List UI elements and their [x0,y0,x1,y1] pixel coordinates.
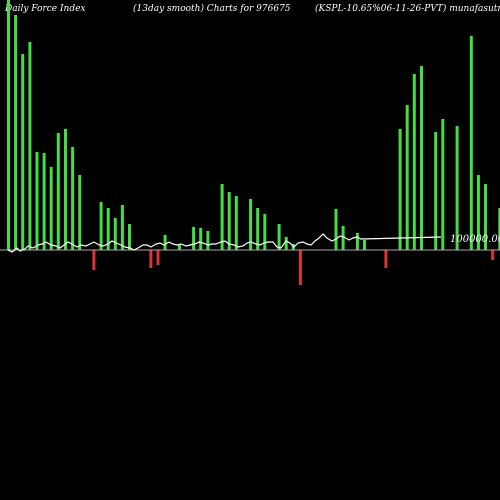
bar-positive [334,209,338,250]
bar-positive [78,175,82,250]
bar-negative [92,250,96,270]
bar-positive [64,129,67,250]
bar-positive [128,224,131,250]
bar-positive [71,147,75,250]
bar-positive [498,208,500,250]
bar-negative [384,250,388,268]
bar-positive [227,192,231,250]
bar-positive [120,205,124,250]
bar-positive [56,133,60,250]
header-center: (13day smooth) Charts for 976675 [133,3,291,14]
bar-positive [434,132,438,250]
bar-positive [420,66,423,250]
bar-positive [277,224,281,250]
bar-positive [163,235,167,250]
baseline-value-label: 100000.00 [450,234,500,245]
bar-positive [398,129,402,250]
bar-positive [177,245,181,250]
bar-positive [341,226,345,250]
bar-positive [106,208,110,250]
bar-negative [149,250,153,268]
bar-positive [256,208,260,250]
bar-positive [199,228,203,250]
bar-positive [35,152,39,250]
bar-positive [7,0,10,250]
bar-positive [192,227,196,250]
bar-positive [42,153,46,250]
bar-positive [405,105,409,250]
bar-series [7,0,500,285]
bar-positive [476,175,480,250]
bar-positive [234,196,238,250]
bar-positive [21,54,25,250]
bar-positive [484,184,487,250]
bar-positive [355,233,359,250]
smooth-line [7,233,442,253]
bar-positive [99,202,103,250]
bar-positive [49,167,53,250]
bar-positive [284,237,288,250]
bar-positive [263,214,267,250]
bar-negative [156,250,160,265]
bar-positive [441,119,445,250]
bar-positive [14,15,18,250]
bar-positive [412,74,416,250]
bar-positive [206,231,210,250]
bar-positive [249,199,253,250]
header-right: (KSPL-10.65%06-11-26-PVT) munafasutra.in [315,3,500,14]
bar-positive [363,240,366,250]
bar-negative [491,250,495,260]
bar-positive [28,42,32,250]
bar-positive [113,218,117,250]
bar-positive [220,184,224,250]
bar-positive [469,36,473,250]
header-left: Daily Force Index [4,4,86,14]
bar-positive [455,126,459,250]
bar-negative [298,250,302,285]
